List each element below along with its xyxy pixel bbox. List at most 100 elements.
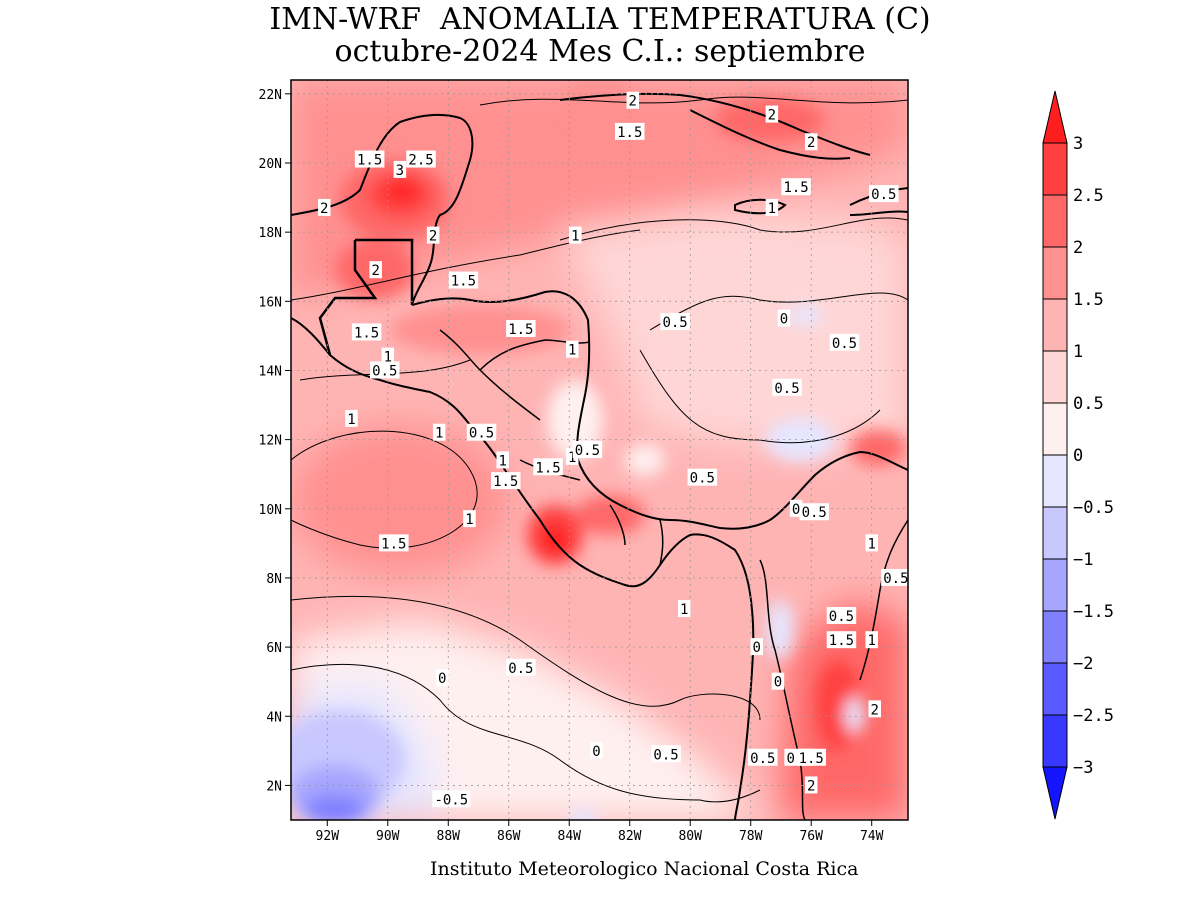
contour-label: 1 <box>381 347 395 366</box>
lat-tick-label: 12N <box>259 434 282 449</box>
contour-label-text: 2.5 <box>408 153 433 169</box>
contour-label-text: 1.5 <box>617 125 642 141</box>
contour-label-text: 1.5 <box>799 751 824 767</box>
lon-tick-label: 92W <box>316 829 340 844</box>
contour-label-text: 0 <box>753 640 761 656</box>
colorbar-segment <box>1042 350 1068 404</box>
contour-label-text: 0 <box>792 502 800 518</box>
colorbar-level-label: −2 <box>1073 654 1093 674</box>
colorbar-level-label: −3 <box>1073 758 1093 778</box>
contour-label: 2 <box>868 700 881 718</box>
contour-label-text: 1.5 <box>783 180 808 196</box>
colorbar-segment <box>1042 298 1068 352</box>
contour-label: 1.5 <box>796 748 826 767</box>
contour-label: 1 <box>432 423 446 442</box>
contour-label: 1 <box>569 226 582 245</box>
colorbar-segment <box>1042 194 1068 248</box>
contour-label-text: 1 <box>568 343 576 359</box>
contour-label-text: 1 <box>867 536 875 552</box>
latitude-axis: 2N 4N 6N 8N 10N 12N 14N 16N 18N 20N 22N <box>259 88 291 794</box>
colorbar: 3 2.5 2 1.5 1 0.5 0 −0.5 −1 −1.5 −2 −2.5 −3 <box>1042 90 1114 820</box>
lon-tick-label: 84W <box>558 829 582 844</box>
contour-label-text: 2 <box>871 702 879 718</box>
colorbar-level-label: −0.5 <box>1073 498 1114 518</box>
colorbar-segment <box>1042 558 1068 612</box>
contour-label: 0.5 <box>687 468 718 487</box>
contour-label: 1 <box>345 409 358 428</box>
contour-label-text: 0.5 <box>829 609 854 625</box>
contour-label-text: 0.5 <box>469 426 494 442</box>
contour-label: 1 <box>865 534 878 552</box>
contour-label-text: 1 <box>568 450 576 466</box>
contour-label: 1 <box>463 510 476 528</box>
map-frame <box>290 79 909 821</box>
colorbar-segment <box>1042 506 1068 560</box>
contour-label: 1.5 <box>354 150 385 169</box>
lat-tick-label: 18N <box>259 226 282 241</box>
contour-label-text: 0 <box>438 671 446 687</box>
contour-label: 0 <box>435 669 449 687</box>
contour-label-text: 1.5 <box>508 322 533 338</box>
contour-label-text: 1.5 <box>829 633 854 649</box>
contour-label-text: 3 <box>396 163 404 179</box>
contour-label-text: 0.5 <box>883 571 908 587</box>
colorbar-segment <box>1042 714 1068 768</box>
contour-label: 0 <box>590 741 603 760</box>
contour-label: 1.5 <box>781 178 811 196</box>
contour-label-text: 0.5 <box>372 363 397 379</box>
contour-label-text: 0.5 <box>802 505 827 521</box>
colorbar-level-label: 3 <box>1073 134 1083 154</box>
lon-tick-label: 82W <box>618 829 642 844</box>
lon-tick-label: 80W <box>678 829 702 844</box>
contour-label: 0.5 <box>829 333 860 352</box>
contour-label: 2 <box>369 261 382 279</box>
colorbar-segment <box>1042 142 1068 196</box>
contour-label-text: 1 <box>465 512 473 528</box>
contour-label: 2.5 <box>406 150 436 169</box>
lon-tick-label: 76W <box>799 829 823 844</box>
colorbar-bottom-arrow <box>1042 766 1068 820</box>
map-subtitle: octubre-2024 Mes C.I.: septiembre <box>334 34 866 69</box>
contour-label: 2 <box>804 776 818 794</box>
contour-label: 1 <box>865 631 878 649</box>
contour-label-text: 1 <box>498 453 506 469</box>
lat-tick-label: 4N <box>266 710 282 725</box>
contour-label-text: 1 <box>768 201 776 217</box>
contour-label-text: 0.5 <box>662 315 687 331</box>
colorbar-level-label: 2.5 <box>1073 186 1104 206</box>
colorbar-top-arrow <box>1042 90 1068 144</box>
temperature-anomaly-field <box>291 80 908 820</box>
contour-label: 1.5 <box>826 631 857 649</box>
lon-tick-label: 74W <box>860 829 884 844</box>
contour-label-text: 1 <box>867 633 875 649</box>
contour-label-text: 1 <box>347 412 355 428</box>
contour-label-text: 2 <box>807 135 815 151</box>
contour-label: 0.5 <box>826 606 857 625</box>
contour-label: 0.5 <box>651 745 681 763</box>
contour-label-text: 1.5 <box>354 325 379 341</box>
lon-tick-label: 78W <box>739 829 763 844</box>
contour-label-text: 1 <box>680 602 688 618</box>
colorbar-segment <box>1042 246 1068 300</box>
lon-tick-label: 86W <box>497 829 521 844</box>
contour-label: 0 <box>750 638 764 656</box>
contour-label: 1.5 <box>351 323 382 341</box>
contour-label: 1 <box>765 198 779 217</box>
contour-label: 0.5 <box>370 361 400 379</box>
lat-tick-label: 16N <box>259 295 282 310</box>
lat-tick-label: 20N <box>259 157 282 172</box>
lat-tick-label: 6N <box>266 641 282 656</box>
contour-label-text: 0.5 <box>653 747 678 763</box>
contour-label-text: 2 <box>629 94 637 110</box>
contour-label-text: 2 <box>320 201 328 217</box>
contour-label: 0 <box>789 499 803 518</box>
contour-label: 0.5 <box>506 658 536 677</box>
coastlines <box>291 92 908 820</box>
contour-label: 0 <box>771 672 785 691</box>
contour-label-text: 2 <box>807 778 815 794</box>
map-title: IMN-WRF ANOMALIA TEMPERATURA (C) <box>269 2 931 37</box>
lat-tick-label: 10N <box>259 503 282 518</box>
contour-label-text: 1.5 <box>381 536 406 552</box>
lat-tick-label: 8N <box>266 572 282 587</box>
colorbar-level-label: −2.5 <box>1073 706 1114 726</box>
